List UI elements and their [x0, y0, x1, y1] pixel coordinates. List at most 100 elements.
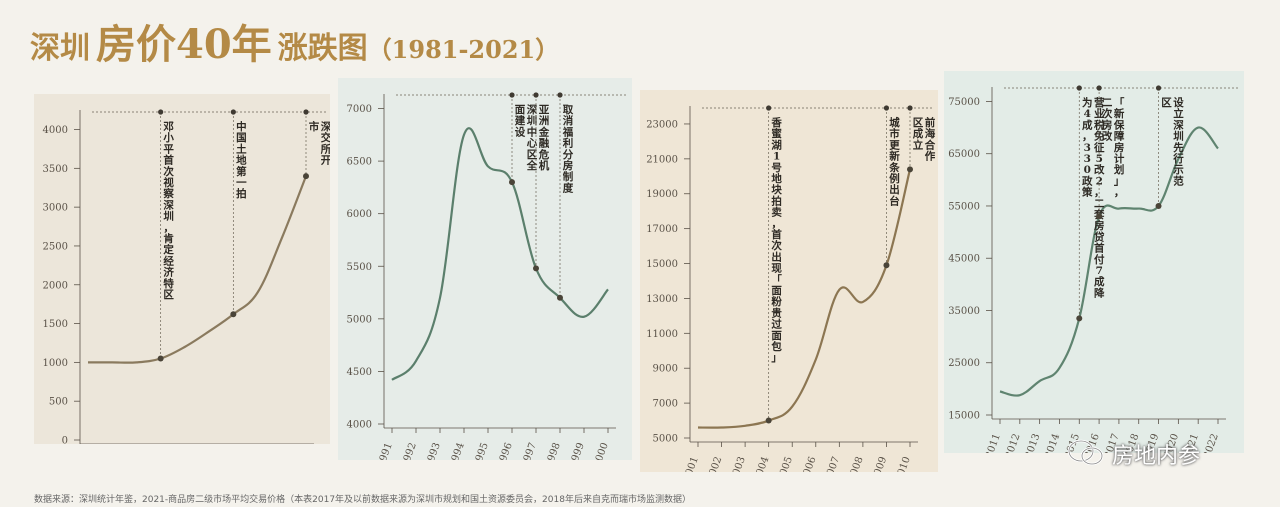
- panel-background: [944, 71, 1244, 453]
- y-tick-label: 13000: [646, 294, 678, 305]
- y-tick-label: 4000: [347, 420, 372, 431]
- chart-svg-1: 0500100015002000250030003500400019811982…: [34, 94, 330, 444]
- svg-text:区: 区: [1161, 97, 1172, 109]
- chart-panel-2001-2010: 5000 7000 9000 11000 13000 15000 17000 19000 210…: [640, 90, 938, 472]
- chart-svg-3: 5000 7000 9000 11000 13000 15000 17000 19000 210…: [640, 90, 938, 472]
- annotation-top-dot: [303, 109, 309, 115]
- title-part-main: 房价40年: [96, 21, 272, 68]
- y-tick-label: 5000: [347, 314, 372, 325]
- svg-text:亚洲金融危机: 亚洲金融危机: [538, 104, 550, 172]
- annotation-data-point: [533, 265, 539, 272]
- annotation-top-dot: [1096, 85, 1102, 91]
- annotation-text: 亚洲金融危机: [538, 104, 550, 172]
- y-tick-label: 45000: [948, 254, 980, 265]
- svg-text:区成立: 区成立: [913, 117, 924, 151]
- y-tick-label: 55000: [948, 201, 980, 212]
- annotation-top-dot: [158, 109, 164, 115]
- y-tick-label: 25000: [948, 358, 980, 369]
- y-tick-label: 15000: [948, 411, 980, 422]
- title-part-chart: 涨跌图: [277, 31, 368, 66]
- annotation-top-dot: [1076, 85, 1082, 91]
- y-tick-label: 23000: [646, 119, 678, 130]
- svg-text:「新保障房计划」，: 「新保障房计划」，: [1113, 96, 1125, 199]
- annotation-data-point: [509, 179, 515, 186]
- annotation-data-point: [1096, 213, 1103, 220]
- panel-background: [338, 78, 632, 460]
- y-tick-label: 2500: [43, 241, 68, 252]
- y-tick-label: 6000: [347, 209, 372, 220]
- annotation-top-dot: [557, 92, 563, 98]
- chart-panel-2011-2022: 15000 25000 35000 45000 55000 65000 75000 2011 2…: [944, 71, 1244, 453]
- svg-text:深圳中心区全: 深圳中心区全: [526, 103, 538, 172]
- svg-text:设立深圳先行示范: 设立深圳先行示范: [1172, 96, 1184, 187]
- annotation-text: 中国土地第一拍: [236, 120, 247, 200]
- annotation-data-point: [230, 311, 237, 318]
- y-tick-label: 7000: [653, 399, 678, 410]
- y-tick-label: 11000: [646, 329, 678, 340]
- y-tick-label: 19000: [646, 189, 678, 200]
- annotation-top-dot: [907, 105, 913, 111]
- y-tick-label: 5000: [653, 434, 678, 445]
- panel-background: [34, 94, 330, 444]
- title-part-city: 深圳: [30, 31, 90, 66]
- wechat-icon: [1067, 439, 1104, 466]
- watermark-label: 房地内参: [1112, 444, 1201, 469]
- page-title: 深圳 房价40年 涨跌图（1981-2021）: [30, 12, 559, 72]
- svg-text:邓小平首次视察深圳，肯定经济特区: 邓小平首次视察深圳，肯定经济特区: [162, 121, 174, 301]
- annotation-top-dot: [509, 92, 515, 98]
- annotation-data-point: [157, 355, 164, 362]
- title-part-years: （1981-2021）: [367, 35, 560, 64]
- annotation-top-dot: [883, 105, 890, 111]
- y-tick-label: 2000: [43, 280, 68, 291]
- annotation-data-point: [1155, 202, 1162, 209]
- price-line: [999, 126, 1219, 397]
- chart-panel-1981-1990: 0500100015002000250030003500400019811982…: [34, 94, 330, 444]
- annotation-text: 邓小平首次视察深圳，肯定经济特区: [162, 121, 174, 301]
- y-tick-label: 35000: [948, 306, 980, 317]
- annotation-data-point: [765, 417, 772, 424]
- annotation-text: 香蜜湖 1 号地块拍卖，首次出现「面粉贵过面包」: [770, 116, 782, 364]
- data-source-note: 数据来源：深圳统计年鉴，2021-商品房二级市场平均交易价格（本表2017年及以…: [34, 495, 691, 505]
- svg-text:前海合作: 前海合作: [924, 116, 936, 163]
- annotation-data-point: [883, 262, 890, 269]
- y-tick-label: 65000: [948, 149, 980, 160]
- y-tick-label: 21000: [646, 154, 678, 165]
- annotation-top-dot: [1155, 85, 1162, 91]
- annotation-data-point: [1076, 315, 1083, 322]
- annotation-top-dot: [230, 109, 236, 115]
- y-tick-label: 3000: [43, 203, 68, 214]
- price-line: [697, 169, 912, 429]
- svg-text:二次房改: 二次房改: [1102, 97, 1113, 143]
- annotation-data-point: [557, 294, 563, 301]
- price-line: [391, 127, 609, 381]
- y-tick-label: 17000: [646, 224, 678, 235]
- y-tick-label: 3500: [43, 164, 68, 175]
- annotation-top-dot: [766, 105, 772, 111]
- annotation-text: 取消福利分房制度: [562, 104, 574, 194]
- y-tick-label: 6500: [347, 157, 372, 168]
- y-tick-label: 9000: [653, 364, 678, 375]
- chart-panel-1991-2000: 4000 4500 5000 5500 6000 6500 7000 1991 1992 1993…: [338, 78, 632, 460]
- y-tick-label: 4500: [347, 367, 372, 378]
- svg-text:中国土地第一拍: 中国土地第一拍: [236, 120, 247, 200]
- y-tick-label: 4000: [43, 125, 68, 136]
- annotation-top-dot: [533, 92, 539, 98]
- svg-text:城市更新条例出台: 城市更新条例出台: [888, 116, 900, 207]
- svg-text:取消福利分房制度: 取消福利分房制度: [562, 104, 574, 194]
- y-tick-label: 7000: [347, 104, 372, 115]
- annotation-data-point: [303, 173, 309, 180]
- price-line: [88, 175, 308, 364]
- y-tick-label: 75000: [948, 97, 980, 108]
- y-tick-label: 15000: [646, 259, 678, 270]
- svg-text:深交所开: 深交所开: [321, 120, 330, 167]
- annotation-text: 城市更新条例出台: [888, 116, 900, 207]
- svg-text:市: 市: [309, 120, 320, 133]
